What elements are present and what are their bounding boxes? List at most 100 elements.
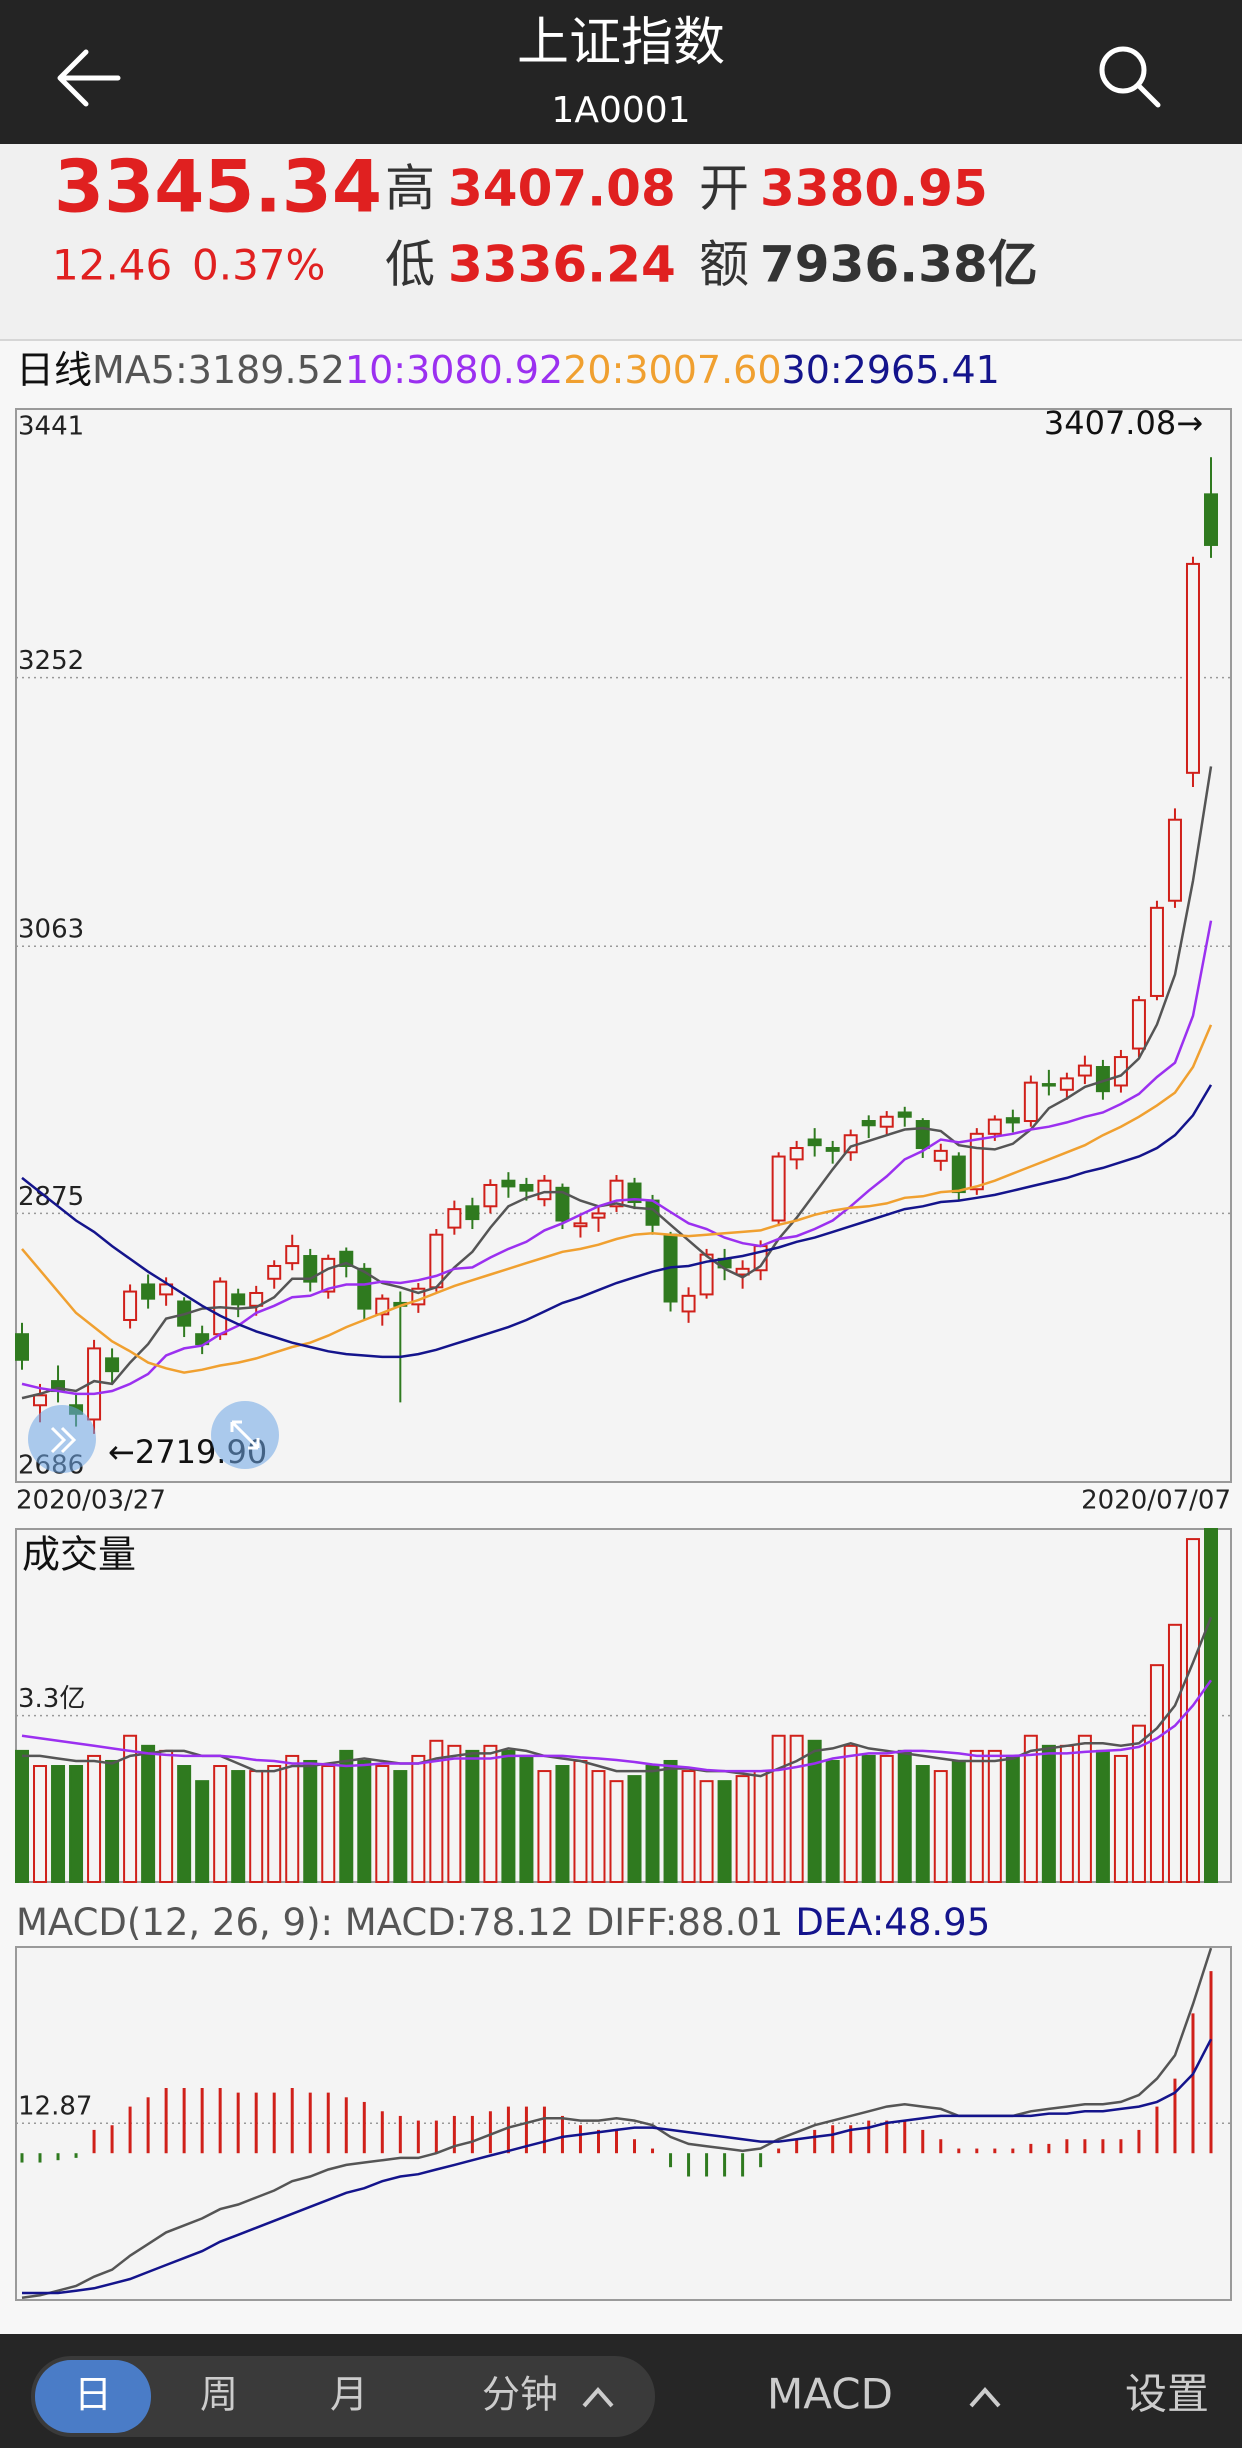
candle-body bbox=[357, 1267, 372, 1310]
candle-body bbox=[915, 1120, 930, 1150]
overlay-button[interactable] bbox=[211, 1401, 279, 1469]
candle-body bbox=[267, 1264, 282, 1280]
volume-bar bbox=[843, 1744, 858, 1884]
volume-bar bbox=[645, 1765, 660, 1883]
volume-bar bbox=[609, 1780, 624, 1883]
volume-bar bbox=[753, 1770, 768, 1883]
candle-body bbox=[735, 1267, 750, 1276]
volume-bar bbox=[357, 1759, 372, 1884]
volume-bar bbox=[519, 1754, 534, 1884]
code: 1A0001 bbox=[551, 90, 690, 131]
ma30-legend: 30:2965.41 bbox=[782, 348, 1000, 392]
period-tab[interactable]: 月 bbox=[330, 2373, 368, 2417]
y-tick-label: 2875 bbox=[18, 1182, 84, 1212]
chevron[interactable] bbox=[969, 2386, 1001, 2408]
candle-body bbox=[105, 1357, 120, 1373]
candle-body bbox=[987, 1118, 1002, 1135]
candle-body bbox=[519, 1183, 534, 1192]
volume-bar bbox=[501, 1749, 516, 1884]
volume-bar bbox=[33, 1765, 48, 1883]
volume-bar bbox=[771, 1734, 786, 1884]
candle-body bbox=[1204, 493, 1218, 546]
volume-bar bbox=[699, 1780, 714, 1883]
ma10-legend: 10:3080.92 bbox=[345, 348, 563, 392]
period-tab[interactable]: 日 bbox=[74, 2373, 112, 2417]
macd-label: MACD(12, 26, 9): MACD:78.12 DIFF:88.01 bbox=[16, 1901, 783, 1944]
volume-bar bbox=[717, 1780, 732, 1883]
y-tick-label: 3441 bbox=[18, 412, 84, 442]
open-label: 开 bbox=[699, 160, 749, 218]
search-button[interactable] bbox=[1099, 46, 1161, 108]
ma5-legend: MA5:3189.52 bbox=[92, 348, 345, 392]
volume-bar bbox=[789, 1734, 804, 1884]
volume-bar bbox=[159, 1749, 174, 1884]
period-tab[interactable]: 周 bbox=[200, 2373, 238, 2417]
indicator-line bbox=[22, 2038, 1213, 2295]
volume-bar bbox=[807, 1739, 822, 1884]
volume-bar bbox=[933, 1770, 948, 1883]
candle-body bbox=[1005, 1117, 1020, 1124]
candle-body bbox=[141, 1283, 156, 1300]
low-label: 低 bbox=[385, 236, 435, 294]
volume-bar bbox=[663, 1759, 678, 1884]
volume-bar bbox=[1059, 1744, 1074, 1884]
volume-bar bbox=[1095, 1749, 1110, 1884]
indicator-line bbox=[21, 1679, 1213, 1773]
candle-body bbox=[555, 1186, 570, 1222]
candle-body bbox=[879, 1115, 894, 1128]
open: 3380.95 bbox=[760, 160, 988, 218]
volume-bar bbox=[1041, 1744, 1056, 1884]
volume-bar bbox=[375, 1765, 390, 1883]
y-tick-label: 12.87 bbox=[18, 2092, 92, 2122]
volume-bar bbox=[1167, 1623, 1182, 1884]
candle-body bbox=[591, 1212, 606, 1219]
y-tick-label: 3252 bbox=[18, 646, 84, 676]
volume-bar bbox=[141, 1744, 156, 1884]
low: 3336.24 bbox=[448, 236, 676, 294]
back-button[interactable] bbox=[57, 49, 121, 107]
volume-bar bbox=[303, 1759, 318, 1884]
candle-body bbox=[1041, 1083, 1056, 1087]
volume-bar bbox=[267, 1765, 282, 1883]
volume-bar bbox=[537, 1770, 552, 1883]
volume-bar bbox=[1005, 1754, 1020, 1884]
candle-body bbox=[303, 1255, 318, 1283]
x-tick-label: 2020/07/07 bbox=[1081, 1486, 1231, 1516]
change: 12.46 bbox=[52, 241, 172, 290]
volume-bar bbox=[555, 1765, 570, 1883]
candle-body bbox=[825, 1147, 840, 1152]
candle-body bbox=[1077, 1064, 1092, 1077]
volume-bar bbox=[177, 1765, 192, 1883]
volume-bar bbox=[339, 1749, 354, 1884]
volume-bar bbox=[573, 1759, 588, 1884]
amount: 7936.38亿 bbox=[760, 236, 1038, 294]
volume-title: 成交量 bbox=[22, 1533, 136, 1577]
volume-bar bbox=[321, 1765, 336, 1883]
candle-body bbox=[15, 1333, 29, 1361]
overlay-icon bbox=[50, 1426, 77, 1454]
volume-bar bbox=[627, 1775, 642, 1883]
period-tab[interactable]: 分钟 bbox=[482, 2373, 558, 2417]
overlay-button[interactable] bbox=[28, 1405, 96, 1473]
indicator-line bbox=[21, 1084, 1213, 1359]
high-annotation: 3407.08→ bbox=[1044, 404, 1203, 442]
candle-body bbox=[1149, 906, 1164, 997]
dea-label: DEA:48.95 bbox=[795, 1901, 990, 1944]
indicator-line bbox=[21, 920, 1213, 1396]
indicator-line bbox=[21, 1024, 1213, 1374]
candle-body bbox=[1167, 818, 1182, 902]
volume-bar bbox=[429, 1739, 444, 1884]
candle-body bbox=[861, 1120, 876, 1127]
volume-bar bbox=[1149, 1664, 1164, 1883]
volume-bar bbox=[195, 1780, 210, 1883]
period-active bbox=[35, 2360, 151, 2433]
settings-button[interactable]: 设置 bbox=[1125, 2370, 1209, 2419]
chevron[interactable] bbox=[582, 2386, 614, 2408]
candle-body bbox=[285, 1245, 300, 1265]
volume-bar bbox=[951, 1759, 966, 1884]
indicator-button[interactable]: MACD bbox=[767, 2370, 893, 2419]
candle-body bbox=[897, 1111, 912, 1118]
volume-bar bbox=[213, 1765, 228, 1883]
